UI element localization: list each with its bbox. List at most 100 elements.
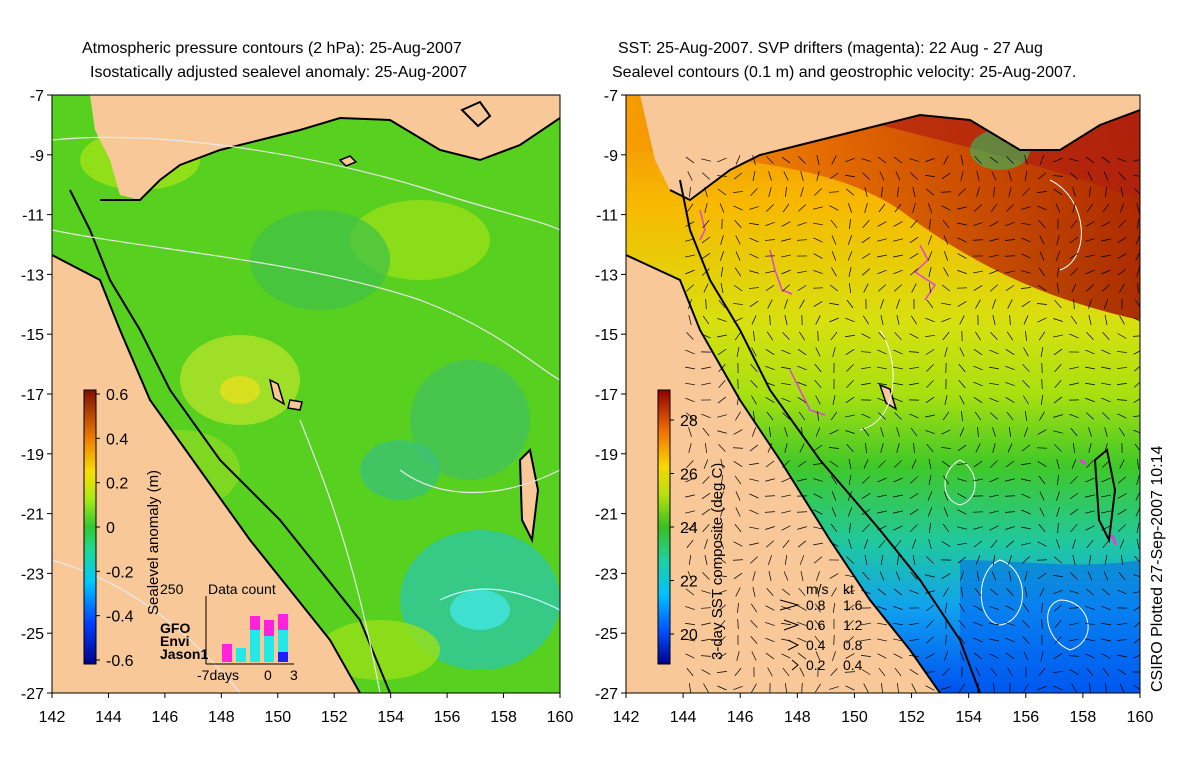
velocity-arrow — [688, 555, 692, 565]
velocity-arrow — [1135, 235, 1140, 245]
velocity-arrow — [735, 491, 741, 501]
velocity-arrow — [685, 525, 695, 531]
velocity-arrow — [784, 299, 788, 309]
velocity-arrow — [764, 495, 776, 497]
velocity-arrow — [797, 397, 807, 403]
velocity-arrow — [976, 571, 980, 581]
lon-label-left: 148 — [208, 709, 235, 726]
velocity-arrow — [973, 540, 983, 548]
velocity-arrow — [1116, 399, 1128, 401]
velocity-arrow — [685, 366, 695, 370]
lon-label-right: 158 — [1070, 709, 1097, 726]
velocity-arrow — [1024, 171, 1028, 181]
velocity-arrow — [1133, 429, 1140, 434]
velocity-arrow — [845, 653, 855, 659]
velocity-arrow — [1085, 156, 1095, 164]
velocity-arrow — [735, 411, 741, 421]
velocity-arrow — [830, 668, 838, 676]
left-colorbar-tick-label: -0.6 — [106, 653, 134, 670]
velocity-arrow — [973, 621, 983, 627]
velocity-arrow — [716, 671, 728, 673]
velocity-arrow — [1133, 654, 1140, 659]
velocity-arrow — [941, 284, 951, 292]
velocity-arrow — [926, 443, 934, 453]
velocity-arrow — [686, 412, 694, 420]
velocity-legend-header-ms: m/s — [806, 581, 829, 597]
velocity-arrow — [799, 443, 805, 453]
velocity-arrow — [864, 555, 868, 565]
velocity-arrow — [736, 395, 740, 405]
velocity-arrow — [750, 364, 758, 372]
velocity-arrow — [977, 682, 979, 693]
velocity-arrow — [734, 523, 742, 533]
velocity-arrow — [702, 172, 710, 180]
velocity-arrow — [735, 507, 741, 517]
velocity-arrow — [1023, 683, 1029, 693]
velocity-arrow — [1119, 459, 1125, 469]
velocity-arrow — [1068, 607, 1080, 609]
velocity-arrow — [1053, 318, 1063, 322]
velocity-arrow — [1039, 235, 1045, 245]
velocity-arrow — [1101, 397, 1111, 403]
velocity-arrow — [1087, 171, 1093, 181]
velocity-arrow — [960, 571, 964, 581]
velocity-arrow — [813, 270, 823, 274]
velocity-arrow — [765, 460, 775, 468]
velocity-arrow — [815, 395, 821, 405]
velocity-arrow — [1069, 236, 1079, 244]
velocity-arrow — [957, 206, 967, 210]
velocity-arrow — [703, 683, 709, 693]
velocity-arrow — [861, 413, 871, 419]
velocity-arrow — [861, 236, 871, 244]
velocity-arrow — [830, 411, 838, 421]
velocity-arrow — [797, 605, 807, 611]
velocity-arrow — [878, 667, 886, 677]
velocity-arrow — [783, 171, 789, 181]
velocity-arrow — [893, 588, 903, 596]
velocity-arrow — [957, 526, 967, 530]
velocity-arrow — [831, 235, 837, 245]
velocity-arrow — [989, 397, 999, 403]
velocity-arrow — [701, 158, 711, 162]
velocity-arrow — [1053, 574, 1063, 578]
velocity-arrow — [685, 238, 695, 242]
velocity-arrow — [1136, 475, 1140, 485]
velocity-arrow — [781, 397, 791, 403]
velocity-arrow — [845, 604, 855, 612]
velocity-arrow — [894, 203, 902, 213]
velocity-arrow — [718, 379, 726, 389]
velocity-legend-kt: 0.4 — [843, 657, 863, 673]
velocity-arrow — [896, 555, 900, 565]
velocity-arrow — [718, 619, 726, 629]
left-colorbar-tick-label: 0.4 — [106, 431, 128, 448]
velocity-arrow — [1038, 523, 1046, 533]
velocity-arrow — [846, 380, 854, 388]
velocity-arrow — [862, 572, 870, 580]
velocity-arrow — [957, 237, 967, 243]
velocity-arrow — [1070, 523, 1078, 533]
velocity-arrow — [1021, 493, 1031, 499]
velocity-arrow — [1008, 171, 1012, 181]
lon-label-left: 152 — [321, 709, 348, 726]
velocity-arrow — [814, 635, 822, 645]
velocity-arrow — [862, 268, 870, 276]
velocity-arrow — [1117, 509, 1127, 515]
velocity-arrow — [1072, 442, 1076, 454]
lat-label-right: -25 — [595, 626, 618, 643]
velocity-arrow — [846, 443, 854, 453]
velocity-arrow — [1056, 251, 1060, 261]
data-count-inset — [205, 596, 294, 665]
velocity-arrow — [701, 236, 711, 244]
velocity-arrow — [1104, 427, 1108, 437]
velocity-arrow — [781, 349, 791, 355]
velocity-arrow — [734, 667, 742, 677]
lon-label-left: 150 — [264, 709, 291, 726]
velocity-arrow — [737, 618, 739, 630]
velocity-arrow — [1103, 571, 1109, 581]
velocity-arrow — [831, 587, 837, 597]
velocity-arrow — [1072, 555, 1076, 565]
velocity-arrow — [705, 442, 707, 454]
velocity-arrow — [749, 222, 759, 226]
velocity-arrow — [1022, 380, 1030, 388]
velocity-arrow — [958, 619, 966, 629]
